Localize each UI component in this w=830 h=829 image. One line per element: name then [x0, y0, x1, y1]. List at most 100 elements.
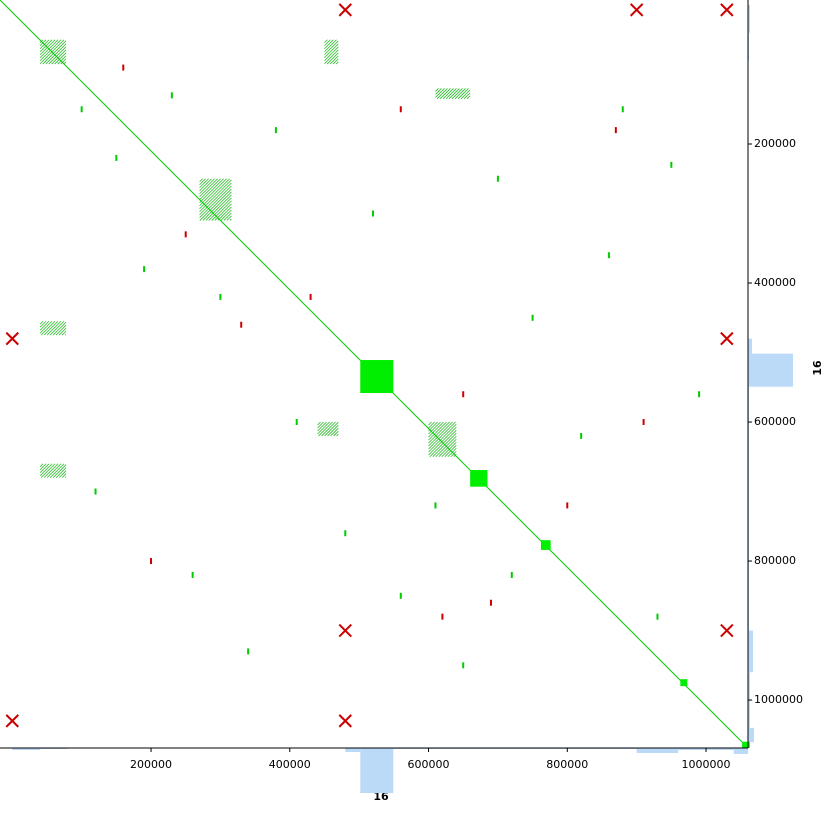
hatch: [39, 463, 47, 471]
hatch: [39, 320, 50, 331]
hatch: [64, 476, 67, 478]
hatch: [39, 463, 44, 468]
x-tick-label: 200000: [130, 758, 172, 771]
hatch: [199, 178, 230, 210]
hatch: [58, 470, 67, 478]
hatch: [199, 178, 227, 207]
hatch: [39, 320, 47, 328]
hatch: [217, 206, 232, 221]
hatch: [436, 88, 448, 100]
hatch: [52, 321, 67, 336]
cross-marker: [629, 3, 644, 17]
dot: [580, 432, 583, 439]
x-tick-label: 400000: [269, 758, 311, 771]
histogram-bar: [748, 630, 753, 673]
hatch: [428, 421, 432, 426]
dot: [462, 391, 465, 398]
dot: [295, 419, 298, 426]
dot: [607, 252, 610, 259]
hatch: [435, 88, 439, 92]
dot: [566, 502, 569, 509]
block: [540, 540, 551, 550]
y-tick-label: 200000: [754, 137, 796, 150]
hatch: [49, 463, 65, 478]
hatch: [40, 463, 56, 478]
dot: [372, 210, 375, 217]
histogram-bar: [360, 748, 394, 793]
hatch: [324, 39, 331, 47]
hatch: [60, 58, 67, 65]
hatched-region: [199, 178, 232, 221]
dot: [399, 106, 402, 113]
histogram-bar: [748, 727, 754, 743]
dot: [309, 293, 312, 300]
hatched-region: [428, 421, 457, 458]
hatch: [211, 200, 232, 221]
hatch: [466, 95, 471, 100]
histogram-bar: [748, 338, 752, 354]
histogram-bar: [12, 748, 41, 750]
hatch: [43, 320, 59, 336]
hatch: [199, 178, 212, 192]
hatch: [199, 185, 232, 219]
hatch: [463, 92, 471, 100]
hatch: [428, 421, 450, 444]
hatch: [324, 49, 339, 65]
dot: [247, 648, 250, 655]
hatch: [46, 463, 62, 478]
cross-marker: [720, 3, 734, 17]
dot: [219, 293, 222, 300]
hatch: [428, 421, 435, 429]
hatch: [54, 52, 67, 65]
hatch: [220, 209, 232, 221]
dot: [434, 502, 437, 509]
hatch: [428, 423, 457, 453]
dot: [510, 571, 513, 578]
hatched-region: [317, 421, 339, 437]
dot: [670, 161, 673, 168]
hatch: [428, 421, 441, 435]
cross-marker: [5, 714, 19, 728]
hatch: [42, 40, 67, 65]
dot: [240, 321, 243, 328]
hatch: [43, 463, 59, 478]
dot: [150, 558, 153, 565]
block: [360, 360, 394, 394]
hatched-region: [39, 463, 67, 478]
hatch: [428, 426, 457, 456]
dot: [170, 92, 173, 99]
hatch: [58, 327, 67, 336]
dot: [115, 154, 118, 161]
hatch: [317, 421, 324, 429]
y-tick-label: 400000: [754, 276, 796, 289]
histogram-bar: [636, 748, 679, 753]
hatch: [460, 89, 471, 100]
y-tick-label: 1000000: [754, 693, 803, 706]
hatch: [428, 421, 444, 438]
hatch: [55, 324, 67, 336]
hatch: [199, 178, 203, 183]
y-tick-label: 800000: [754, 554, 796, 567]
block: [742, 741, 750, 748]
dot: [656, 613, 659, 620]
hatch: [324, 39, 328, 44]
hatch: [448, 88, 460, 100]
hatch: [229, 218, 232, 221]
hatch: [199, 178, 224, 204]
dot: [191, 571, 194, 578]
dot: [698, 391, 701, 398]
hatch: [333, 430, 339, 437]
dot: [143, 266, 146, 273]
hatch: [199, 178, 215, 195]
hatch: [332, 58, 339, 65]
hatch: [61, 330, 67, 336]
hatch: [451, 88, 463, 100]
dot: [621, 106, 624, 113]
hatch: [439, 88, 451, 100]
x-axis-label: 16: [373, 790, 389, 803]
hatch: [205, 194, 232, 221]
dot: [344, 530, 347, 537]
hatch: [324, 39, 334, 50]
hatch: [428, 421, 447, 441]
